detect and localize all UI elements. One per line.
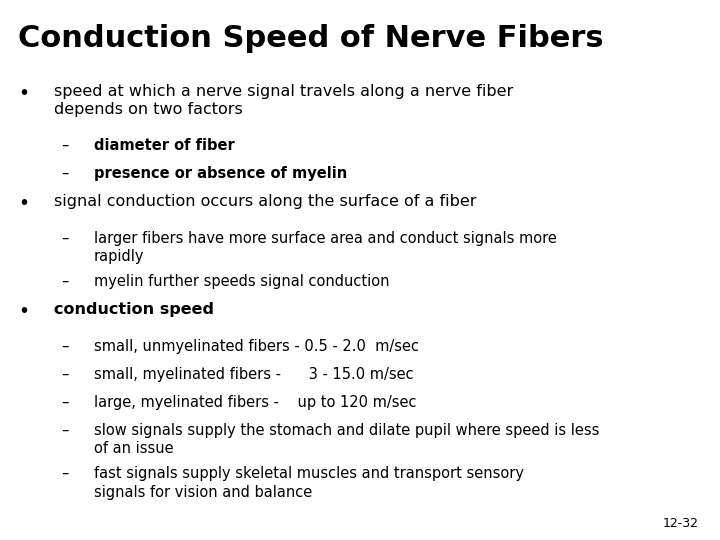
- Text: conduction speed: conduction speed: [54, 302, 214, 317]
- Text: slow signals supply the stomach and dilate pupil where speed is less
of an issue: slow signals supply the stomach and dila…: [94, 423, 599, 456]
- Text: –: –: [61, 166, 68, 181]
- Text: 12-32: 12-32: [662, 517, 698, 530]
- Text: fast signals supply skeletal muscles and transport sensory
signals for vision an: fast signals supply skeletal muscles and…: [94, 466, 523, 500]
- Text: –: –: [61, 138, 68, 153]
- Text: –: –: [61, 339, 68, 354]
- Text: signal conduction occurs along the surface of a fiber: signal conduction occurs along the surfa…: [54, 194, 477, 209]
- Text: •: •: [18, 302, 29, 321]
- Text: speed at which a nerve signal travels along a nerve fiber
depends on two factors: speed at which a nerve signal travels al…: [54, 84, 513, 117]
- Text: •: •: [18, 84, 29, 103]
- Text: Conduction Speed of Nerve Fibers: Conduction Speed of Nerve Fibers: [18, 24, 603, 53]
- Text: –: –: [61, 466, 68, 481]
- Text: presence or absence of myelin: presence or absence of myelin: [94, 166, 347, 181]
- Text: small, myelinated fibers -      3 - 15.0 m/sec: small, myelinated fibers - 3 - 15.0 m/se…: [94, 367, 413, 382]
- Text: •: •: [18, 194, 29, 213]
- Text: large, myelinated fibers -    up to 120 m/sec: large, myelinated fibers - up to 120 m/s…: [94, 395, 416, 410]
- Text: –: –: [61, 274, 68, 289]
- Text: –: –: [61, 367, 68, 382]
- Text: diameter of fiber: diameter of fiber: [94, 138, 234, 153]
- Text: small, unmyelinated fibers - 0.5 - 2.0  m/sec: small, unmyelinated fibers - 0.5 - 2.0 m…: [94, 339, 418, 354]
- Text: –: –: [61, 395, 68, 410]
- Text: larger fibers have more surface area and conduct signals more
rapidly: larger fibers have more surface area and…: [94, 231, 557, 264]
- Text: –: –: [61, 423, 68, 438]
- Text: myelin further speeds signal conduction: myelin further speeds signal conduction: [94, 274, 389, 289]
- Text: –: –: [61, 231, 68, 246]
